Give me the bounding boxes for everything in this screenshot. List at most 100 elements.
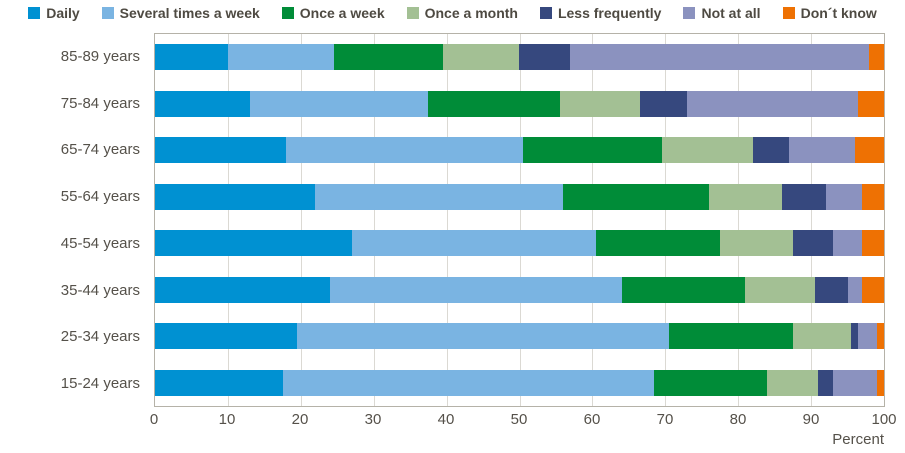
bar-row: [155, 220, 884, 267]
category-label: 55-64 years: [60, 188, 140, 206]
legend-swatch-icon: [782, 7, 795, 19]
legend-label: Less frequently: [557, 5, 662, 21]
legend-item: Don´t know: [782, 5, 877, 21]
bar-segment: [792, 323, 852, 350]
bar-segment: [792, 230, 833, 257]
x-axis: 0 10 20 30 40 50 60 70 80 90 100: [150, 411, 897, 429]
bar-segment: [282, 369, 655, 396]
gridline: [665, 34, 667, 406]
stacked-bar: [155, 183, 884, 210]
gridline: [519, 34, 521, 406]
bar-segment: [428, 90, 560, 117]
category-label: 65-74 years: [60, 141, 140, 159]
bar-segment: [818, 369, 833, 396]
plot-area: [154, 33, 885, 407]
legend-swatch-icon: [539, 7, 552, 19]
category-label: 85-89 years: [60, 47, 140, 65]
x-axis-tick-label: 80: [729, 411, 747, 428]
legend-item: Once a week: [281, 5, 385, 21]
stacked-bar: [155, 323, 884, 350]
legend-swatch-icon: [406, 7, 419, 19]
legend-swatch-icon: [101, 7, 114, 19]
legend-swatch-icon: [28, 7, 41, 19]
bar-segment: [155, 276, 330, 303]
bar-segment: [286, 137, 524, 164]
bar-segment: [719, 230, 793, 257]
x-axis-tick-label: 70: [656, 411, 674, 428]
bar-segment: [329, 276, 622, 303]
legend-label: Once a month: [424, 5, 518, 21]
bar-segment: [621, 276, 746, 303]
x-axis-tick-label: 100: [871, 411, 897, 428]
bar-segment: [709, 183, 782, 210]
legend-item: Several times a week: [101, 5, 260, 21]
bar-segment: [847, 276, 863, 303]
bar-segment: [315, 183, 564, 210]
x-axis-tick-label: 40: [437, 411, 455, 428]
bar-segment: [832, 230, 863, 257]
category-label: 35-44 years: [60, 281, 140, 299]
bar-segment: [862, 276, 884, 303]
bar-segment: [155, 369, 283, 396]
bar-segment: [789, 137, 855, 164]
x-axis-title: Percent: [832, 431, 884, 448]
bar-segment: [155, 230, 352, 257]
bar-segment: [559, 90, 640, 117]
bar-segment: [442, 44, 520, 71]
bar-segment: [297, 323, 669, 350]
x-axis-tick-label: 30: [364, 411, 382, 428]
legend-swatch-icon: [281, 7, 294, 19]
bar-segment: [876, 323, 884, 350]
bar-row: [155, 360, 884, 407]
legend-label: Once a week: [299, 5, 385, 21]
bar-segment: [876, 369, 884, 396]
bar-segment: [523, 137, 662, 164]
category-label: 75-84 years: [60, 94, 140, 112]
bar-segment: [519, 44, 571, 71]
gridline: [227, 34, 229, 406]
category-label: 15-24 years: [60, 375, 140, 393]
bar-segment: [869, 44, 884, 71]
bar-segment: [155, 323, 298, 350]
stacked-bar: [155, 44, 884, 71]
bar-segment: [781, 183, 826, 210]
bar-segment: [858, 90, 884, 117]
gridline: [446, 34, 448, 406]
gridline: [811, 34, 813, 406]
bar-segment: [155, 44, 228, 71]
bar-segment: [825, 183, 863, 210]
legend-swatch-icon: [683, 7, 696, 19]
x-axis-tick-label: 60: [583, 411, 601, 428]
legend-item: Not at all: [683, 5, 761, 21]
legend-label: Not at all: [701, 5, 761, 21]
stacked-bar: [155, 137, 884, 164]
bar-segment: [155, 183, 316, 210]
bar-segment: [563, 183, 710, 210]
bar-segment: [752, 137, 790, 164]
bar-row: [155, 313, 884, 360]
x-axis-tick-label: 10: [218, 411, 236, 428]
legend-label: Daily: [46, 5, 80, 21]
stacked-bar: [155, 369, 884, 396]
gridline: [300, 34, 302, 406]
bar-segment: [862, 183, 884, 210]
legend-item: Less frequently: [539, 5, 662, 21]
bar-segment: [570, 44, 870, 71]
bar-segment: [745, 276, 815, 303]
bar-segment: [249, 90, 429, 117]
x-axis-tick-label: 0: [149, 411, 159, 428]
bar-segment: [767, 369, 819, 396]
bar-segment: [814, 276, 848, 303]
gridline: [738, 34, 740, 406]
stacked-bar: [155, 276, 884, 303]
legend-item: Once a month: [406, 5, 518, 21]
chart-legend: Daily Several times a week Once a week Once…: [0, 5, 905, 21]
bar-segment: [596, 230, 720, 257]
bar-row: [155, 267, 884, 314]
stacked-bar: [155, 90, 884, 117]
category-label: 45-54 years: [60, 234, 140, 252]
x-axis-tick-label: 50: [510, 411, 528, 428]
bar-segment: [858, 323, 877, 350]
bar-segment: [155, 137, 287, 164]
gridline: [373, 34, 375, 406]
